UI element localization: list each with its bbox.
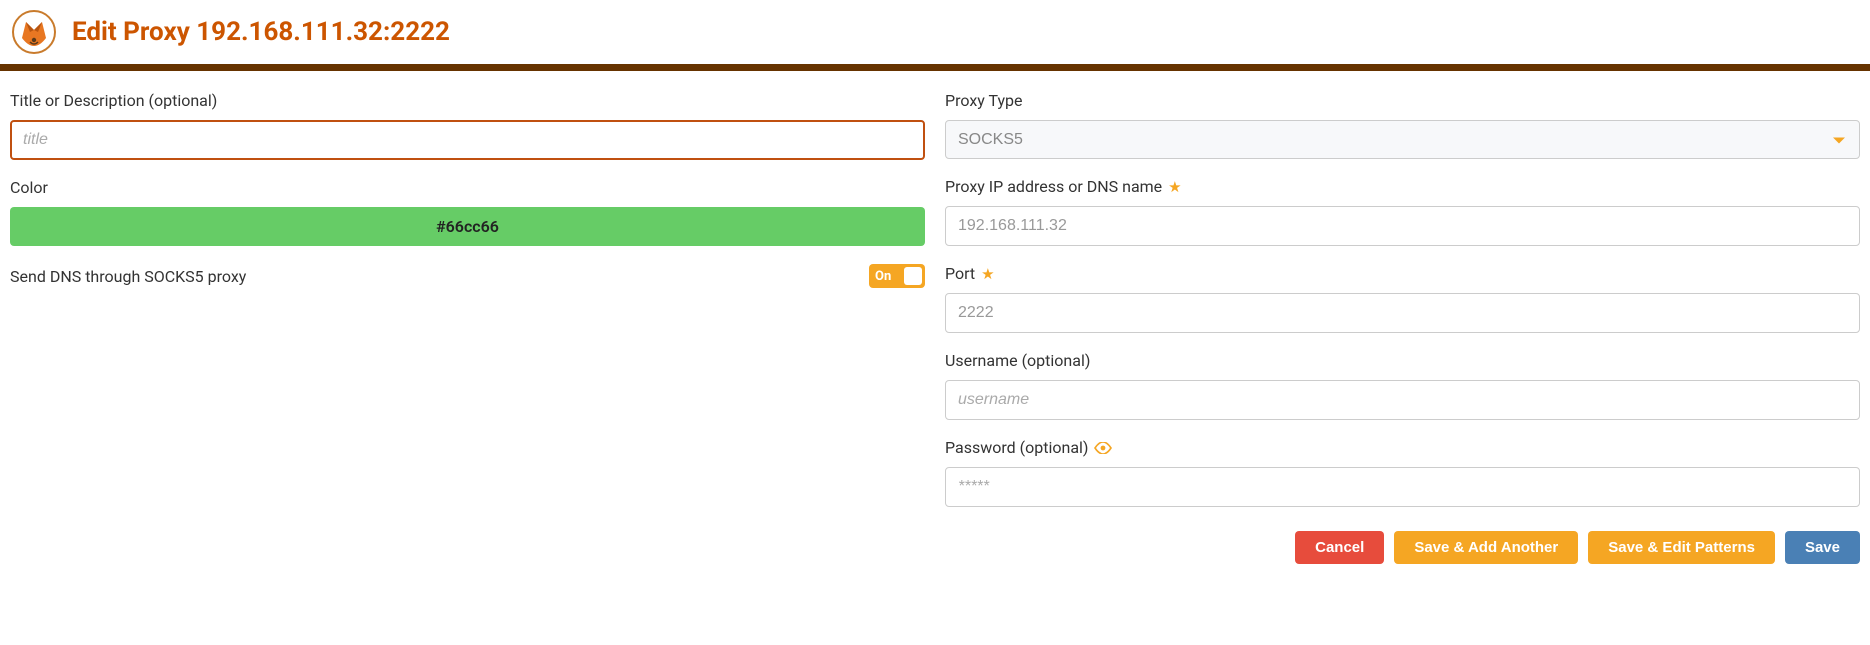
title-input[interactable]: [10, 120, 925, 160]
color-label: Color: [10, 178, 925, 197]
left-column: Title or Description (optional) Color #6…: [10, 91, 925, 564]
ip-input[interactable]: [945, 206, 1860, 246]
username-field-group: Username (optional): [945, 351, 1860, 420]
password-field-group: Password (optional): [945, 438, 1860, 507]
dns-toggle-row: Send DNS through SOCKS5 proxy On: [10, 264, 925, 288]
port-input[interactable]: [945, 293, 1860, 333]
color-field-group: Color #66cc66: [10, 178, 925, 246]
header-divider: [0, 64, 1870, 71]
cancel-button[interactable]: Cancel: [1295, 531, 1384, 564]
proxy-type-label: Proxy Type: [945, 91, 1860, 110]
password-input[interactable]: [945, 467, 1860, 507]
save-add-another-button[interactable]: Save & Add Another: [1394, 531, 1578, 564]
title-label: Title or Description (optional): [10, 91, 925, 110]
port-field-group: Port ★: [945, 264, 1860, 333]
title-field-group: Title or Description (optional): [10, 91, 925, 160]
password-label-text: Password (optional): [945, 438, 1088, 457]
ip-label: Proxy IP address or DNS name ★: [945, 177, 1860, 196]
right-column: Proxy Type SOCKS5 Proxy IP address or DN…: [945, 91, 1860, 564]
proxy-type-field-group: Proxy Type SOCKS5: [945, 91, 1860, 159]
form-content: Title or Description (optional) Color #6…: [0, 71, 1870, 574]
port-label: Port ★: [945, 264, 1860, 283]
username-label: Username (optional): [945, 351, 1860, 370]
save-button[interactable]: Save: [1785, 531, 1860, 564]
page-header: Edit Proxy 192.168.111.32:2222: [0, 0, 1870, 64]
ip-label-text: Proxy IP address or DNS name: [945, 177, 1162, 196]
required-star-icon: ★: [981, 265, 994, 283]
password-label: Password (optional): [945, 438, 1860, 457]
color-swatch-button[interactable]: #66cc66: [10, 207, 925, 246]
ip-field-group: Proxy IP address or DNS name ★: [945, 177, 1860, 246]
required-star-icon: ★: [1168, 178, 1181, 196]
port-label-text: Port: [945, 264, 975, 283]
proxy-type-select-wrap: SOCKS5: [945, 120, 1860, 159]
page-title: Edit Proxy 192.168.111.32:2222: [72, 17, 450, 47]
dns-label: Send DNS through SOCKS5 proxy: [10, 267, 246, 286]
toggle-knob: [904, 267, 922, 285]
action-button-row: Cancel Save & Add Another Save & Edit Pa…: [945, 531, 1860, 564]
username-input[interactable]: [945, 380, 1860, 420]
proxy-type-select[interactable]: SOCKS5: [945, 120, 1860, 159]
dns-toggle[interactable]: On: [869, 264, 925, 288]
foxyproxy-logo-icon: [12, 10, 56, 54]
save-edit-patterns-button[interactable]: Save & Edit Patterns: [1588, 531, 1775, 564]
eye-icon[interactable]: [1094, 442, 1112, 454]
toggle-state-label: On: [869, 269, 891, 284]
